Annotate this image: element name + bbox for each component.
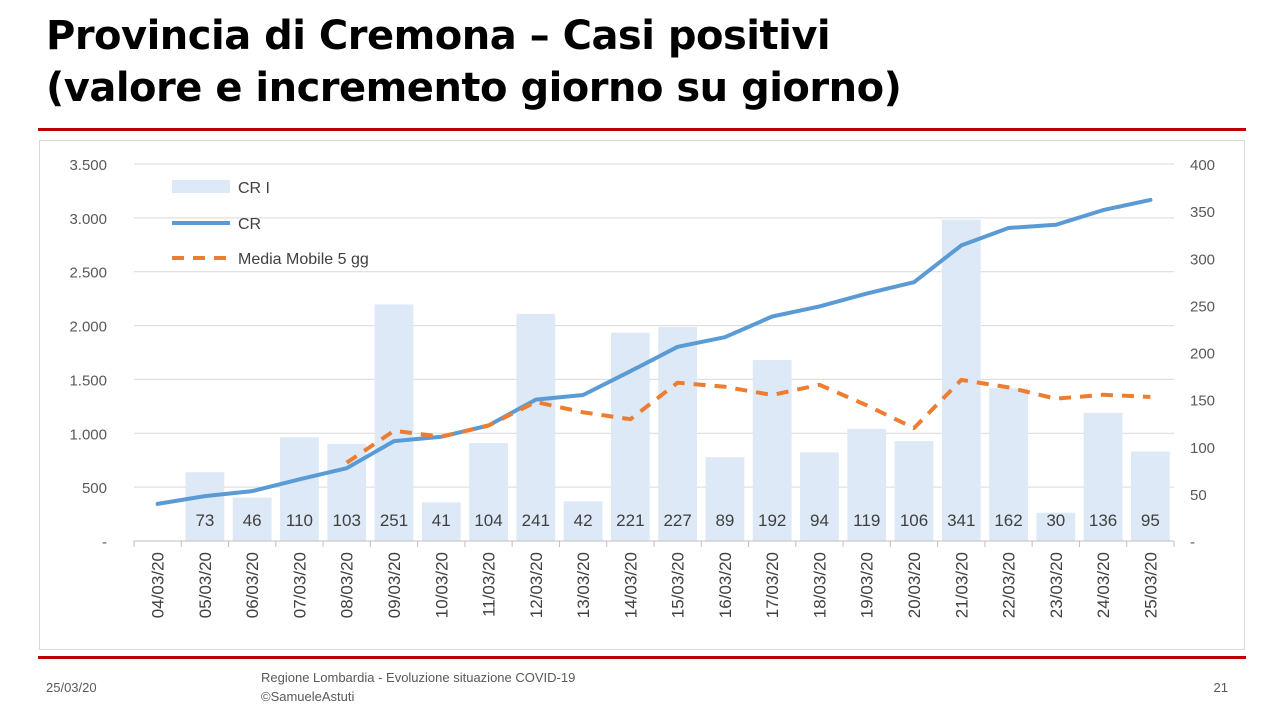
bar [800,452,839,541]
footer-source-line2: ©SamueleAstuti [261,689,355,704]
x-tick-label: 20/03/20 [905,552,924,618]
y-right-tick-label: 350 [1190,204,1215,221]
y-left-tick-label: 3.500 [69,157,107,174]
x-tick-label: 22/03/20 [1000,552,1019,618]
y-right-tick-label: 100 [1190,440,1215,457]
bar [516,313,556,541]
y-left-tick-label: 2.500 [69,265,107,282]
chart: 73 46 110 103 251 41 104 241 42 221 227 89 192 94 119 1… [39,140,1245,650]
footer-divider [38,656,1246,659]
x-tick-label: 15/03/20 [669,552,688,618]
x-tick-label: 09/03/20 [385,552,404,618]
x-tick-label: 18/03/20 [810,552,829,618]
bar [1036,512,1076,541]
bar-data-label: 41 [432,511,451,530]
y-right-tick-label: 200 [1190,346,1215,363]
legend-label: CR [238,216,261,233]
x-tick-label: 11/03/20 [480,552,499,617]
bar-data-label: 341 [947,511,975,530]
bar [280,437,319,541]
bar [185,472,225,541]
bar-data-label: 227 [663,511,691,530]
bar [989,388,1028,541]
bar [469,442,508,541]
x-tick-label: 14/03/20 [621,552,640,618]
footer-source: Regione Lombardia - Evoluzione situazion… [261,668,575,706]
y-left-tick-label: 500 [82,480,107,497]
slide-title: Provincia di Cremona – Casi positivi (va… [46,10,902,114]
legend-swatch-bar [172,180,230,193]
bar [374,304,414,541]
bar-data-label: 95 [1141,511,1160,530]
x-tick-label: 05/03/20 [196,552,215,618]
y-right-tick-label: 300 [1190,251,1215,268]
x-tick-label: 07/03/20 [290,552,309,618]
x-tick-label: 12/03/20 [527,552,546,618]
x-tick-label: 04/03/20 [149,552,168,618]
footer-source-line1: Regione Lombardia - Evoluzione situazion… [261,670,576,685]
bar-data-label: 110 [286,511,313,530]
bar-data-label: 30 [1046,511,1065,530]
bar-data-label: 89 [715,511,734,530]
x-tick-label: 25/03/20 [1141,552,1160,618]
bar [847,428,887,541]
bar [894,441,934,541]
y-left-tick-label: 3.000 [69,211,107,228]
bar [658,327,698,541]
bar-data-label: 162 [994,511,1022,530]
y-left-tick-label: - [102,534,107,551]
legend-label: Media Mobile 5 gg [238,251,369,268]
bar [563,501,603,541]
x-tick-label: 17/03/20 [763,552,782,618]
bar [705,457,745,541]
y-right-tick-label: 400 [1190,157,1215,174]
x-tick-label: 21/03/20 [952,552,971,618]
footer-date: 25/03/20 [46,680,97,695]
bar-data-label: 104 [474,511,502,530]
x-tick-label: 19/03/20 [858,552,877,618]
bar-data-label: 192 [758,511,786,530]
bar-data-label: 46 [243,511,262,530]
bar-data-label: 136 [1089,511,1117,530]
bar-data-label: 106 [900,511,928,530]
y-left-tick-label: 2.000 [69,319,107,336]
x-tick-label: 24/03/20 [1094,552,1113,618]
bar-data-label: 94 [810,511,829,530]
bar [232,497,272,541]
y-right-tick-label: 150 [1190,393,1215,410]
slide-title-line2: (valore e incremento giorno su giorno) [46,65,902,111]
y-left-tick-label: 1.500 [69,372,107,389]
bar-data-label: 251 [380,511,408,530]
bar-data-label: 119 [853,511,880,530]
y-right-tick-label: 50 [1190,487,1207,504]
series-line [155,197,1153,506]
bar [421,502,461,541]
y-right-tick-label: - [1190,534,1195,551]
legend-label: CR I [238,180,270,197]
bar-data-label: 73 [195,511,214,530]
x-tick-label: 16/03/20 [716,552,735,618]
y-left-tick-label: 1.000 [69,426,107,443]
bar-data-label: 103 [333,511,361,530]
slide-title-line1: Provincia di Cremona – Casi positivi [46,13,831,59]
bar-data-label: 241 [522,511,550,530]
bar [610,332,650,541]
x-tick-label: 13/03/20 [574,552,593,618]
x-tick-label: 06/03/20 [243,552,262,618]
bar-data-label: 221 [616,511,644,530]
bar [1083,412,1123,541]
page-number: 21 [1213,680,1228,695]
title-divider [38,128,1246,131]
bar-data-label: 42 [574,511,593,530]
bar [1130,451,1170,541]
x-tick-label: 10/03/20 [432,552,451,618]
x-tick-label: 08/03/20 [338,552,357,618]
x-tick-label: 23/03/20 [1047,552,1066,618]
y-right-tick-label: 250 [1190,298,1215,315]
